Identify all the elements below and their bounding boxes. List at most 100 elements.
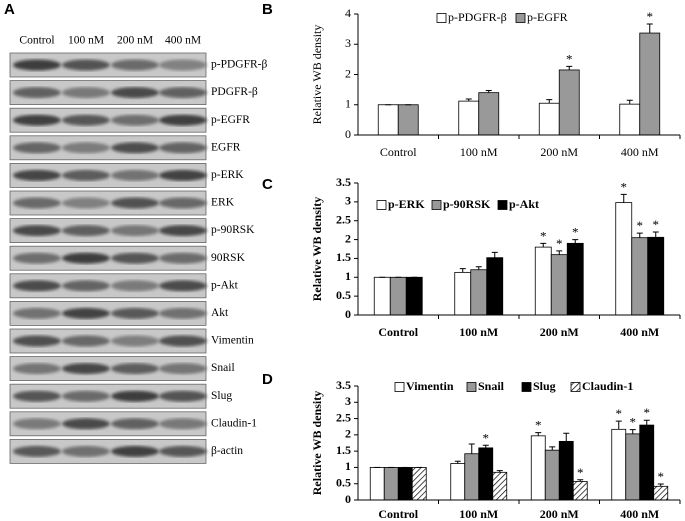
x-tick-label: Control	[380, 145, 417, 159]
panel-label: C	[262, 176, 273, 193]
bar	[653, 485, 669, 501]
x-tick-label: Control	[378, 325, 418, 339]
lane-label: 200 nM	[117, 35, 153, 47]
significance-marker: *	[637, 218, 644, 233]
panel-label: B	[262, 1, 273, 18]
bar	[478, 447, 494, 501]
error-bar	[620, 193, 627, 203]
blot-strip	[9, 356, 207, 382]
blot-strip	[9, 273, 207, 299]
significance-marker: *	[630, 415, 637, 430]
bar	[647, 236, 665, 316]
error-bar	[535, 432, 542, 436]
significance-marker: *	[647, 9, 654, 24]
bar	[492, 471, 508, 501]
y-tick-label: 1	[345, 269, 351, 283]
legend-swatch	[431, 200, 442, 210]
significance-marker: *	[566, 51, 573, 66]
error-bar	[546, 99, 553, 104]
blot-strip	[9, 300, 207, 326]
bar	[464, 453, 480, 501]
significance-marker: *	[644, 405, 651, 420]
y-tick-label: 0	[345, 492, 351, 506]
error-bar	[482, 444, 489, 448]
significance-marker: *	[658, 469, 665, 484]
bar	[411, 467, 427, 501]
blot-strip	[9, 52, 207, 78]
lane-label: Control	[19, 35, 54, 47]
error-bar	[454, 460, 461, 464]
error-bar	[643, 419, 650, 426]
blot-strip	[9, 190, 207, 216]
y-axis-title: Relative WB density	[310, 25, 324, 125]
y-tick-label: 0	[345, 127, 351, 141]
blot-strip	[9, 162, 207, 188]
error-bar	[491, 251, 498, 258]
x-tick-label: 100 nM	[460, 145, 498, 159]
y-axis-title: Relative WB density	[310, 197, 324, 301]
significance-marker: *	[621, 179, 628, 194]
blot-strip	[9, 438, 207, 464]
error-bar	[577, 479, 584, 482]
x-tick-label: 400 nM	[621, 145, 659, 159]
x-tick-label: 400 nM	[620, 507, 659, 521]
legend-label: p-PDGFR-β	[448, 10, 507, 24]
bar	[550, 254, 568, 316]
significance-marker: *	[616, 406, 623, 421]
blot-strip	[9, 107, 207, 133]
legend-swatch	[394, 382, 405, 392]
error-bar	[563, 432, 570, 442]
lane-label: 400 nM	[165, 35, 201, 47]
y-tick-label: 0.5	[336, 475, 351, 489]
bar	[450, 463, 466, 501]
legend-label: p-Akt	[509, 197, 539, 211]
y-tick-label: 1	[345, 459, 351, 473]
protein-label: PDGFR-β	[211, 86, 258, 98]
bar	[530, 435, 546, 501]
legend-label: Snail	[478, 379, 505, 393]
protein-label: ERK	[211, 197, 235, 209]
x-tick-label: 200 nM	[540, 325, 579, 339]
legend-label: p-EGFR	[527, 10, 568, 24]
bar	[534, 246, 552, 316]
protein-label: p-PDGFR-β	[211, 59, 267, 71]
legend-swatch	[466, 382, 477, 392]
protein-label: Slug	[211, 390, 232, 402]
blot-strip	[9, 328, 207, 354]
legend-swatch	[436, 13, 447, 23]
error-bar	[475, 266, 482, 270]
significance-marker: *	[653, 217, 660, 232]
bar	[615, 202, 633, 316]
legend-swatch	[521, 382, 532, 392]
legend-label: Claudin-1	[582, 379, 633, 393]
y-tick-label: 2.5	[336, 212, 351, 226]
y-tick-label: 3	[345, 194, 351, 208]
error-bar	[615, 420, 622, 430]
error-bar	[626, 99, 633, 105]
protein-label: EGFR	[211, 141, 241, 153]
x-tick-label: Control	[378, 507, 418, 521]
protein-label: Vimentin	[211, 335, 254, 347]
bar	[383, 467, 399, 501]
protein-label: Snail	[211, 362, 235, 374]
significance-marker: *	[556, 236, 563, 251]
y-tick-label: 2.5	[336, 410, 351, 424]
y-tick-label: 3	[345, 394, 351, 408]
bar	[377, 104, 399, 136]
lane-label: 100 nM	[68, 35, 104, 47]
bar	[405, 276, 423, 316]
legend-swatch	[570, 382, 581, 392]
significance-marker: *	[572, 225, 579, 240]
x-tick-label: 200 nM	[540, 507, 579, 521]
error-bar	[496, 470, 503, 473]
y-tick-label: 1.5	[336, 250, 351, 264]
bar	[397, 104, 419, 136]
significance-marker: *	[535, 418, 542, 433]
blot-strip	[9, 383, 207, 409]
legend-label: Slug	[533, 379, 556, 393]
blot-strip	[9, 245, 207, 271]
bar	[544, 449, 560, 501]
bar	[631, 237, 649, 316]
y-tick-label: 3	[345, 36, 351, 50]
x-tick-label: 100 nM	[459, 325, 498, 339]
